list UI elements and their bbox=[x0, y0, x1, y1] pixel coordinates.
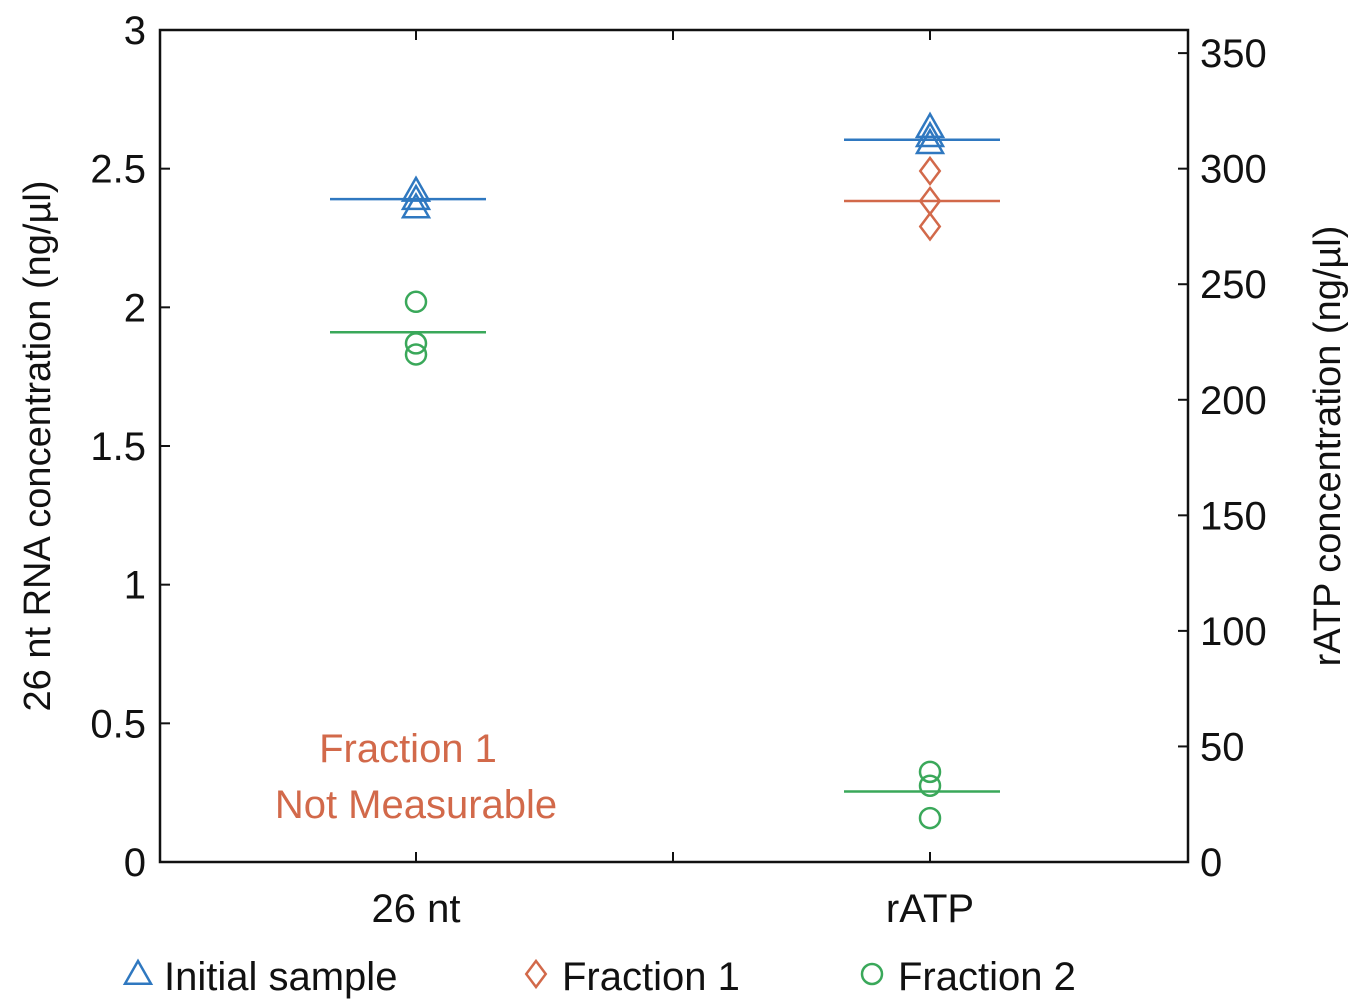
initial-sample-point bbox=[914, 120, 946, 148]
right-y-tick-label: 150 bbox=[1200, 494, 1267, 538]
left-y-tick-label: 2 bbox=[124, 286, 146, 330]
left-y-tick-label: 3 bbox=[124, 9, 146, 53]
legend-initial-sample-label: Initial sample bbox=[164, 955, 397, 999]
left-y-tick-label: 1 bbox=[124, 564, 146, 608]
right-y-tick-label: 50 bbox=[1200, 725, 1245, 769]
fraction-2-point bbox=[404, 343, 428, 366]
right-y-tick-label: 350 bbox=[1200, 32, 1267, 76]
annotation-line-1: Fraction 1 bbox=[319, 727, 497, 771]
fraction-2-point bbox=[918, 760, 942, 784]
right-y-tick-label: 200 bbox=[1200, 379, 1267, 423]
data-marks bbox=[330, 111, 1000, 830]
fraction-2-point bbox=[404, 332, 428, 355]
fraction-2-point bbox=[404, 290, 428, 314]
legend-fraction-2-marker bbox=[860, 962, 884, 986]
initial-sample-point bbox=[914, 127, 946, 155]
right-y-tick-label: 300 bbox=[1200, 148, 1267, 192]
fraction-2-point bbox=[918, 774, 942, 797]
left-y-axis-label: 26 nt RNA concentration (ng/µl) bbox=[17, 181, 59, 712]
plot-frame bbox=[158, 28, 1190, 864]
right-y-tick-label: 100 bbox=[1200, 610, 1267, 654]
legend: Initial sample Fraction 1 Fraction 2 bbox=[122, 955, 1076, 999]
legend-fraction-1-label: Fraction 1 bbox=[562, 955, 740, 999]
legend-fraction-2-label: Fraction 2 bbox=[898, 955, 1076, 999]
left-y-tick-label: 1.5 bbox=[90, 425, 146, 469]
right-y-tick-label: 250 bbox=[1200, 263, 1267, 307]
fraction-1-point bbox=[918, 211, 942, 242]
right-y-tick-label: 0 bbox=[1200, 841, 1222, 885]
initial-sample-point bbox=[914, 111, 946, 139]
legend-initial-sample-marker bbox=[122, 958, 154, 985]
legend-fraction-1-marker bbox=[524, 958, 548, 990]
left-y-tick-label: 2.5 bbox=[90, 148, 146, 192]
left-y-tick-label: 0.5 bbox=[90, 702, 146, 746]
fraction-2-point bbox=[918, 806, 942, 830]
initial-sample-point bbox=[400, 191, 432, 219]
x-tick-label: rATP bbox=[886, 887, 974, 931]
x-tick-label: 26 nt bbox=[372, 887, 461, 931]
annotation-line-2: Not Measurable bbox=[275, 783, 557, 827]
right-y-axis-label: rATP concentration (ng/µl) bbox=[1307, 226, 1349, 667]
left-y-tick-label: 0 bbox=[124, 841, 146, 885]
axes: 0 0.5 1 1.5 2 2.5 3 0 50 100 150 200 250 300 350 26 nt r… bbox=[90, 9, 1266, 931]
initial-sample-point bbox=[400, 183, 432, 211]
fraction-1-point bbox=[918, 185, 942, 217]
fraction-1-point bbox=[918, 155, 942, 187]
initial-sample-point bbox=[400, 175, 432, 202]
